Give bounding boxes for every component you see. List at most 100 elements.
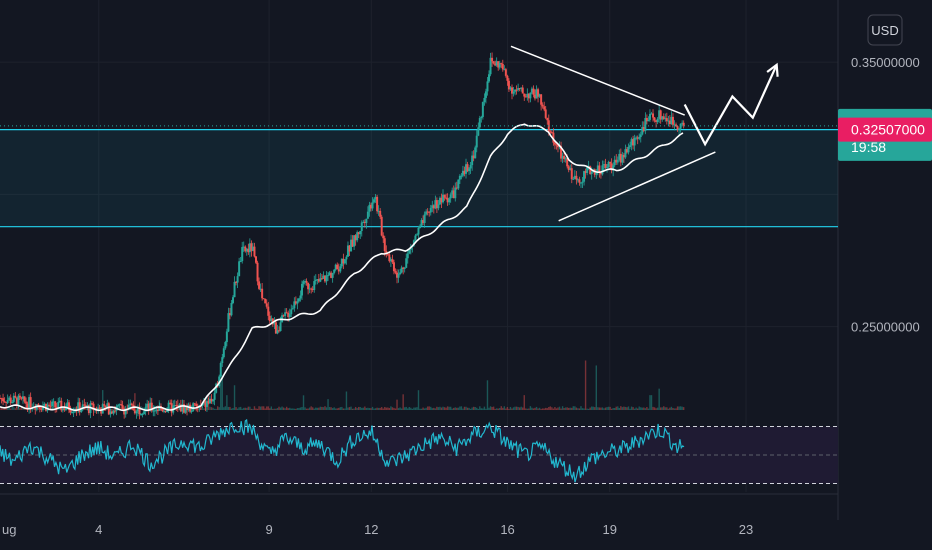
volume-bar bbox=[325, 407, 328, 410]
volume-bar bbox=[566, 407, 568, 410]
candle-body bbox=[346, 245, 349, 257]
candle-body bbox=[495, 61, 498, 66]
candle-body bbox=[67, 402, 70, 411]
candle-body bbox=[104, 405, 107, 408]
volume-bar bbox=[66, 408, 69, 410]
candle-body bbox=[549, 131, 552, 133]
volume-bar bbox=[52, 407, 55, 410]
candle-body bbox=[48, 404, 51, 406]
currency-button[interactable]: USD bbox=[867, 14, 903, 46]
volume-bar bbox=[394, 408, 397, 410]
volume-bar bbox=[426, 406, 429, 410]
time-axis-label: 23 bbox=[739, 522, 753, 537]
candle-body bbox=[64, 408, 67, 411]
candle-body bbox=[308, 288, 311, 290]
candle-body bbox=[175, 405, 178, 407]
candle-body bbox=[284, 312, 287, 316]
candle-body bbox=[533, 94, 536, 99]
candle-body bbox=[86, 405, 89, 408]
candle-body bbox=[555, 144, 558, 146]
volume-bar bbox=[23, 407, 26, 410]
volume-bar bbox=[511, 408, 513, 410]
volume-bar bbox=[256, 408, 259, 410]
candle-body bbox=[527, 93, 530, 99]
volume-bar bbox=[649, 395, 651, 410]
volume-bar bbox=[500, 406, 502, 410]
candle-body bbox=[552, 132, 555, 143]
volume-bar bbox=[411, 408, 414, 410]
volume-bar bbox=[43, 408, 46, 410]
volume-bar bbox=[264, 408, 266, 410]
candle-body bbox=[202, 401, 205, 404]
candle-body bbox=[299, 295, 302, 299]
candle-body bbox=[396, 272, 399, 278]
candle-body bbox=[97, 407, 100, 411]
candle-body bbox=[98, 407, 101, 409]
candle-body bbox=[440, 197, 443, 203]
triangle-upper-line bbox=[510, 45, 685, 116]
candle-body bbox=[377, 210, 380, 212]
candle-body bbox=[477, 127, 480, 136]
candle-body bbox=[147, 403, 150, 411]
time-axis-label: 12 bbox=[364, 522, 378, 537]
candle-body bbox=[431, 205, 434, 208]
volume-bar bbox=[603, 408, 605, 410]
volume-bar bbox=[10, 408, 12, 410]
volume-bar bbox=[353, 408, 355, 410]
candle-body bbox=[379, 210, 382, 217]
volume-bar bbox=[365, 407, 368, 410]
candle-body bbox=[388, 254, 391, 262]
volume-bar bbox=[525, 408, 527, 410]
volume-bar bbox=[382, 408, 384, 410]
candle-body bbox=[155, 410, 158, 412]
volume-bar bbox=[578, 408, 581, 410]
volume-bar bbox=[400, 408, 403, 410]
volume-bar bbox=[358, 406, 360, 410]
volume-bar bbox=[581, 408, 584, 410]
candle-body bbox=[561, 155, 564, 159]
volume-bar bbox=[239, 406, 242, 410]
volume-bar bbox=[220, 375, 222, 410]
candle-body bbox=[570, 168, 573, 180]
countdown-timer: 19:58 bbox=[851, 139, 886, 155]
volume-bar bbox=[486, 380, 489, 410]
volume-bar bbox=[226, 395, 228, 410]
volume-bar bbox=[592, 406, 594, 410]
time-axis-label: ug bbox=[2, 522, 16, 537]
candle-body bbox=[475, 135, 478, 148]
candle-body bbox=[630, 139, 633, 146]
volume-bar bbox=[0, 407, 3, 410]
candle-body bbox=[28, 397, 31, 409]
volume-bar bbox=[453, 407, 455, 410]
candle-body bbox=[90, 403, 93, 405]
candle-body bbox=[676, 126, 679, 130]
candle-body bbox=[239, 261, 242, 263]
candle-body bbox=[412, 240, 415, 246]
candle-body bbox=[3, 401, 6, 403]
support-zone bbox=[0, 129, 838, 228]
candle-body bbox=[604, 164, 607, 169]
volume-bar bbox=[669, 407, 671, 410]
candle-body bbox=[242, 246, 245, 248]
volume-bar bbox=[249, 406, 251, 410]
candle-body bbox=[213, 392, 216, 400]
volume-bar bbox=[3, 407, 6, 410]
volume-bar bbox=[601, 407, 604, 410]
volume-bar bbox=[376, 407, 378, 410]
candle-body bbox=[457, 179, 460, 189]
candle-body bbox=[150, 402, 153, 411]
price-axis-label: 0.35000000 bbox=[851, 55, 920, 70]
volume-bar bbox=[678, 406, 680, 410]
volume-bar bbox=[267, 406, 269, 410]
candle-body bbox=[504, 69, 507, 76]
volume-bar bbox=[531, 407, 533, 410]
volume-bar bbox=[463, 406, 466, 410]
candle-body bbox=[466, 164, 469, 172]
candle-body bbox=[659, 110, 662, 120]
candle-body bbox=[273, 322, 276, 325]
volume-bar bbox=[227, 406, 230, 410]
volume-bar bbox=[650, 395, 653, 410]
candle-body bbox=[277, 330, 280, 332]
candle-body bbox=[34, 406, 37, 410]
